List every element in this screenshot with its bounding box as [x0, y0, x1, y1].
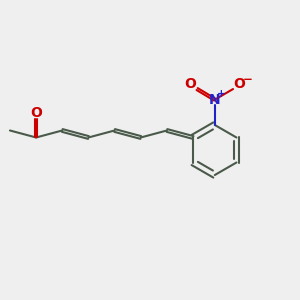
Text: −: −	[243, 73, 253, 85]
Text: N: N	[209, 93, 220, 106]
Text: O: O	[234, 77, 245, 91]
Text: O: O	[30, 106, 42, 120]
Text: O: O	[185, 77, 197, 91]
Text: +: +	[217, 89, 226, 99]
